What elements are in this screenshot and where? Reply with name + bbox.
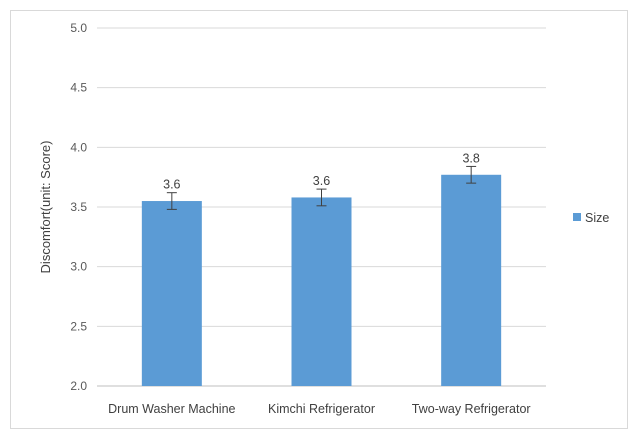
data-label: 3.8 xyxy=(462,151,479,165)
error-bar xyxy=(466,165,477,184)
bar xyxy=(291,197,352,386)
x-category-label: Drum Washer Machine xyxy=(108,402,235,416)
bar xyxy=(141,201,202,386)
y-tick-label: 2.0 xyxy=(70,379,87,393)
bar xyxy=(441,174,502,386)
data-label: 3.6 xyxy=(163,178,180,192)
y-tick-label: 4.0 xyxy=(70,140,87,154)
y-tick-label: 3.0 xyxy=(70,260,87,274)
x-category-labels: Drum Washer Machine Kimchi Refrigerator Tw… xyxy=(108,402,530,416)
x-category-label: Two-way Refrigerator xyxy=(412,402,531,416)
data-label: 3.6 xyxy=(313,174,330,188)
legend-label-size: Size xyxy=(585,211,609,225)
y-tick-label: 2.5 xyxy=(70,319,87,333)
bars xyxy=(141,174,502,386)
x-category-label: Kimchi Refrigerator xyxy=(268,402,375,416)
error-bar xyxy=(316,188,327,207)
y-axis-title: Discomfort(unit: Score) xyxy=(38,141,53,274)
data-labels: 3.6 3.6 3.8 xyxy=(163,151,480,191)
legend-swatch-size xyxy=(573,213,581,221)
error-bars xyxy=(166,165,477,210)
y-tick-label: 4.5 xyxy=(70,81,87,95)
error-bar xyxy=(166,192,177,210)
y-tick-labels: 2.0 2.5 3.0 3.5 4.0 4.5 5.0 xyxy=(70,21,87,393)
legend: Size xyxy=(573,211,609,225)
y-tick-label: 3.5 xyxy=(70,200,87,214)
y-tick-label: 5.0 xyxy=(70,21,87,35)
